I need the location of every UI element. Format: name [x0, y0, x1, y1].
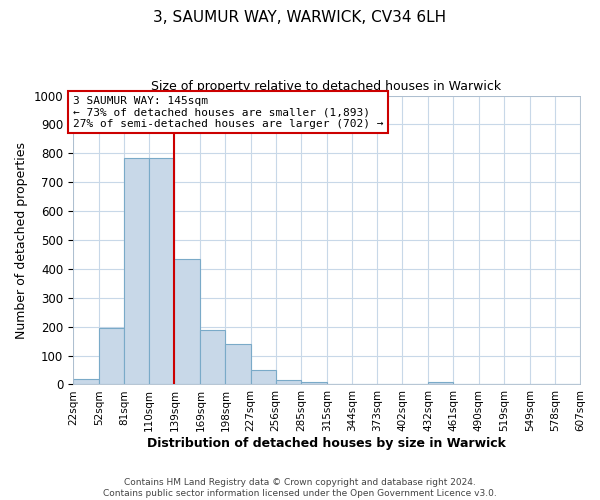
Bar — [200, 330, 226, 384]
Text: 3, SAUMUR WAY, WARWICK, CV34 6LH: 3, SAUMUR WAY, WARWICK, CV34 6LH — [154, 10, 446, 25]
Text: Contains HM Land Registry data © Crown copyright and database right 2024.
Contai: Contains HM Land Registry data © Crown c… — [103, 478, 497, 498]
Bar — [301, 382, 327, 384]
Bar — [251, 370, 276, 384]
Bar — [226, 344, 251, 385]
Bar — [428, 382, 454, 384]
Bar — [149, 158, 175, 384]
Bar — [175, 259, 200, 384]
Bar — [73, 378, 99, 384]
Y-axis label: Number of detached properties: Number of detached properties — [15, 142, 28, 338]
Bar — [124, 158, 149, 384]
Text: 3 SAUMUR WAY: 145sqm
← 73% of detached houses are smaller (1,893)
27% of semi-de: 3 SAUMUR WAY: 145sqm ← 73% of detached h… — [73, 96, 383, 129]
Bar — [99, 328, 124, 384]
X-axis label: Distribution of detached houses by size in Warwick: Distribution of detached houses by size … — [147, 437, 506, 450]
Title: Size of property relative to detached houses in Warwick: Size of property relative to detached ho… — [151, 80, 502, 93]
Bar — [276, 380, 301, 384]
